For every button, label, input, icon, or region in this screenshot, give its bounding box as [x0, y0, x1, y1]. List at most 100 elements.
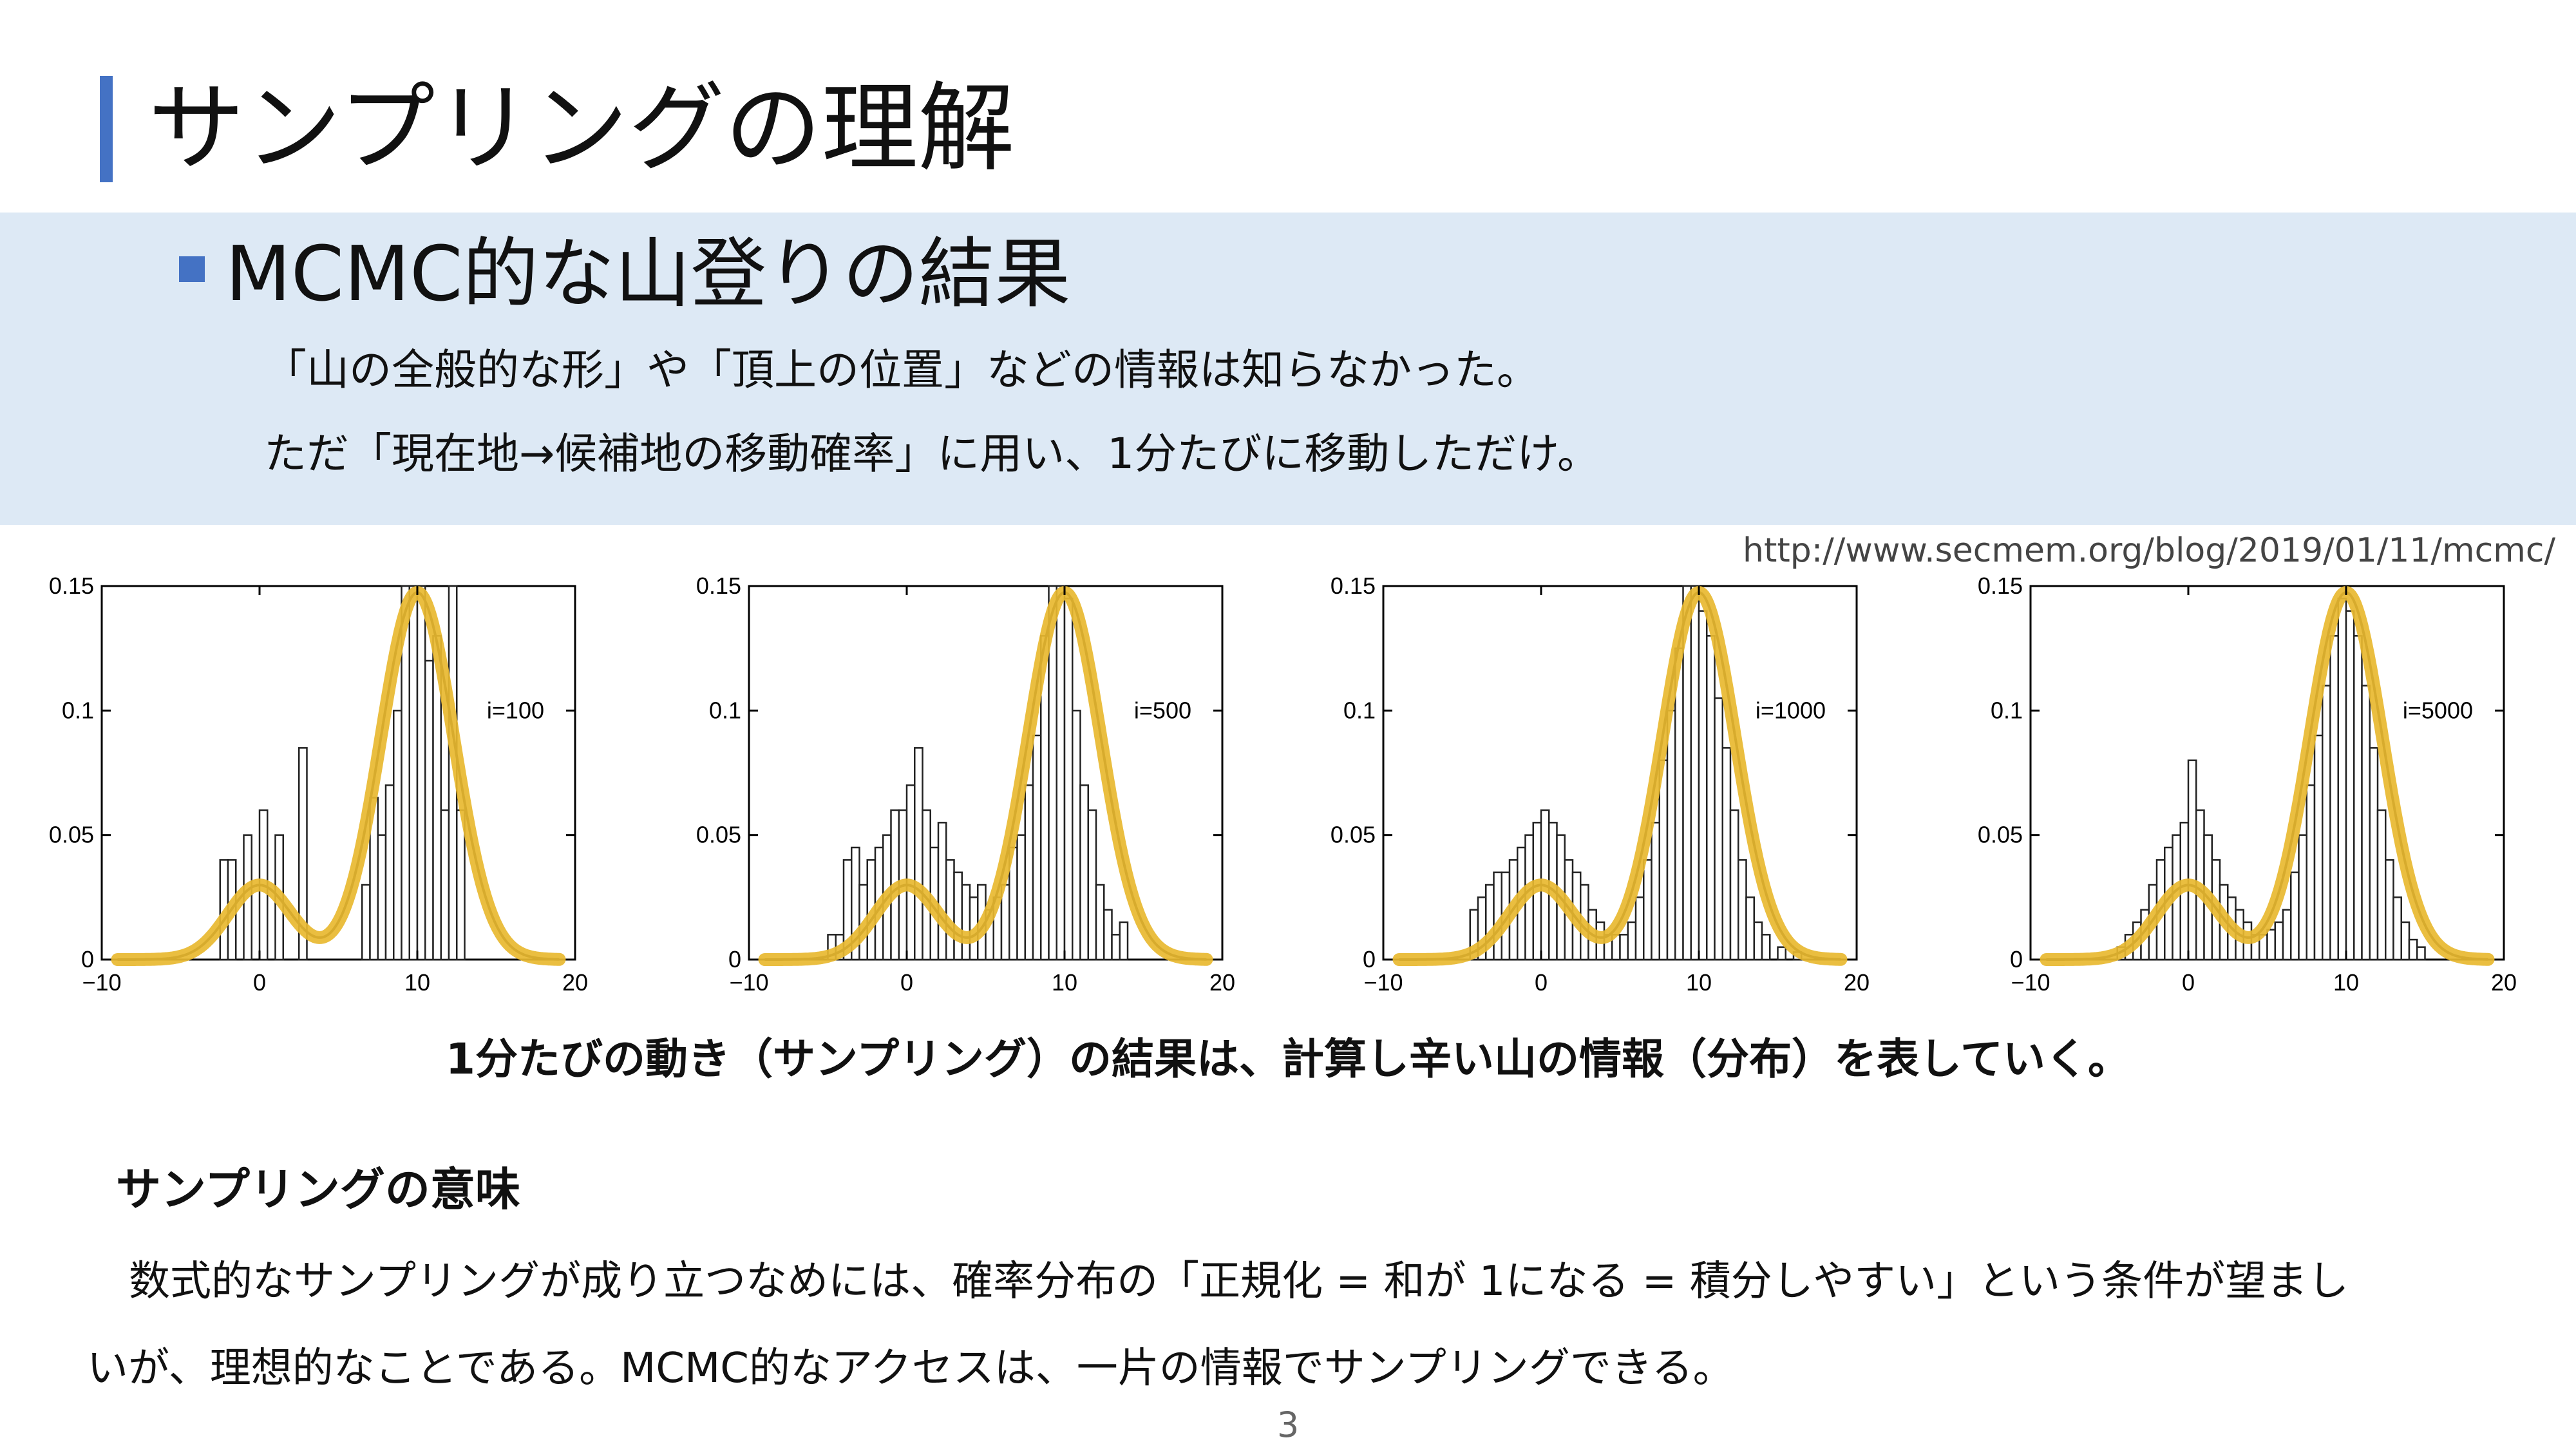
- histogram-bar: [2400, 921, 2410, 961]
- histogram-bar: [1729, 809, 1739, 961]
- bullet-heading: MCMC的な山登りの結果: [225, 229, 1071, 318]
- title-accent-bar: [100, 76, 113, 182]
- histogram-bar: [945, 859, 955, 961]
- histogram-bar: [1745, 896, 1755, 961]
- histogram-bar: [1095, 884, 1105, 961]
- y-tick-label: 0.1: [1991, 697, 2023, 723]
- histogram-bar: [416, 585, 426, 961]
- histogram-bar: [2282, 909, 2292, 961]
- y-tick-label: 0.15: [49, 573, 94, 599]
- histogram-bar: [1674, 647, 1684, 961]
- histogram-bar: [1634, 896, 1645, 961]
- y-tick-label: 0.05: [696, 822, 741, 848]
- histogram-bar: [377, 834, 387, 961]
- histogram-bar: [2416, 946, 2426, 961]
- y-tick-label: 0.05: [49, 822, 94, 848]
- x-tick-label: −10: [82, 969, 121, 996]
- histogram-bar: [1056, 585, 1066, 961]
- histogram-bar: [1721, 747, 1732, 961]
- axes-frame: [100, 585, 576, 961]
- histogram-bar: [1119, 921, 1129, 961]
- y-tick-label: 0.05: [1978, 822, 2023, 848]
- paragraph-line-2: いが、理想的なことである。MCMC的なアクセスは、一片の情報でサンプリングできる…: [87, 1345, 1734, 1392]
- histogram-bar: [914, 747, 923, 961]
- iteration-label: i=500: [1134, 697, 1191, 723]
- histogram-bar: [440, 809, 450, 961]
- histogram-bar: [2353, 635, 2363, 961]
- y-tick-label: 0.15: [1331, 573, 1376, 599]
- band-line-2: ただ「現在地→候補地の移動確率」に用い、1分たびに移動しただけ。: [264, 429, 1600, 478]
- plot-area: 00.050.10.15−10 0 10 20i=1000: [1331, 573, 1870, 996]
- x-tick-label: −10: [729, 969, 768, 996]
- x-tick-label: 0: [2182, 969, 2195, 996]
- x-tick-label: 10: [1052, 969, 1077, 996]
- histogram-bar: [1777, 946, 1786, 961]
- histogram-chart-2: 00.050.10.15−10 0 10 20i=500: [696, 573, 1235, 996]
- x-tick-label: 20: [562, 969, 588, 996]
- histogram-bar: [2298, 834, 2307, 961]
- x-tick-label: 0: [1535, 969, 1548, 996]
- histogram-bar: [1627, 921, 1637, 961]
- histogram-bar: [1643, 859, 1653, 961]
- histogram-bar: [2329, 635, 2339, 961]
- histogram-bar: [298, 747, 308, 961]
- x-tick-label: 20: [1209, 969, 1235, 996]
- y-tick-label: 0: [81, 946, 94, 972]
- histogram-bar: [2274, 921, 2284, 961]
- histogram-bar: [961, 884, 971, 961]
- y-tick-label: 0.15: [1978, 573, 2023, 599]
- histogram-bar: [1706, 635, 1716, 961]
- histogram-bar: [1111, 934, 1121, 961]
- histogram-bar: [2376, 809, 2387, 961]
- histogram-bar: [937, 822, 947, 961]
- histogram-bar: [1666, 710, 1676, 961]
- histogram-bar: [361, 884, 371, 961]
- histogram-bar: [2345, 610, 2355, 961]
- paragraph-line-1: 数式的なサンプリングが成り立つなめには、確率分布の「正規化 = 和が 1になる …: [129, 1258, 2349, 1305]
- iteration-label: i=5000: [2403, 697, 2473, 723]
- y-tick-label: 0: [728, 946, 741, 972]
- plot-area: 00.050.10.15−10 0 10 20i=500: [696, 573, 1235, 996]
- histogram-bar: [1690, 585, 1700, 961]
- histogram-bar: [2369, 747, 2379, 961]
- histogram-bar: [2392, 896, 2402, 961]
- page-number: 3: [1276, 1405, 1300, 1445]
- x-tick-label: −10: [1363, 969, 1403, 996]
- histogram-bar: [1072, 710, 1081, 961]
- y-tick-label: 0: [1363, 946, 1376, 972]
- x-tick-label: 10: [1686, 969, 1712, 996]
- iteration-label: i=1000: [1756, 697, 1826, 723]
- histogram-bar: [456, 809, 466, 961]
- histogram-chart-1: 00.050.10.15−10 0 10 20i=100: [49, 573, 588, 996]
- histogram-bar: [1698, 610, 1708, 961]
- histogram-bar: [1103, 909, 1113, 961]
- histogram-bar: [2361, 685, 2371, 961]
- y-tick-label: 0.1: [1343, 697, 1376, 723]
- x-tick-label: 0: [253, 969, 266, 996]
- x-tick-label: 10: [404, 969, 430, 996]
- sample-density-curve: [1392, 585, 1848, 966]
- histogram-bar: [905, 784, 916, 961]
- histogram-bar: [1024, 784, 1034, 961]
- histogram-bar: [1738, 859, 1747, 961]
- histogram-bar: [1493, 871, 1502, 961]
- x-tick-label: 20: [1844, 969, 1870, 996]
- histogram-bar: [1032, 734, 1042, 961]
- histogram-bar: [2306, 784, 2316, 961]
- summary-band: [0, 213, 2576, 525]
- histogram-bar: [384, 784, 395, 961]
- chart-caption: 1分たびの動き（サンプリング）の結果は、計算し辛い山の情報（分布）を表していく。: [446, 1034, 2130, 1084]
- histogram-bar: [2322, 685, 2331, 961]
- x-tick-label: 0: [900, 969, 913, 996]
- histogram-bar: [2385, 859, 2394, 961]
- bullet-square-icon: [179, 256, 205, 282]
- histogram-bar: [2408, 938, 2418, 961]
- iteration-label: i=100: [487, 697, 544, 723]
- histogram-bar: [424, 659, 434, 961]
- histogram-bar: [1658, 759, 1669, 961]
- histogram-bar: [1016, 834, 1026, 961]
- histogram-bar: [1063, 598, 1074, 961]
- x-tick-label: −10: [2011, 969, 2050, 996]
- histogram-bar: [1087, 809, 1097, 961]
- sample-density-curve: [111, 585, 566, 966]
